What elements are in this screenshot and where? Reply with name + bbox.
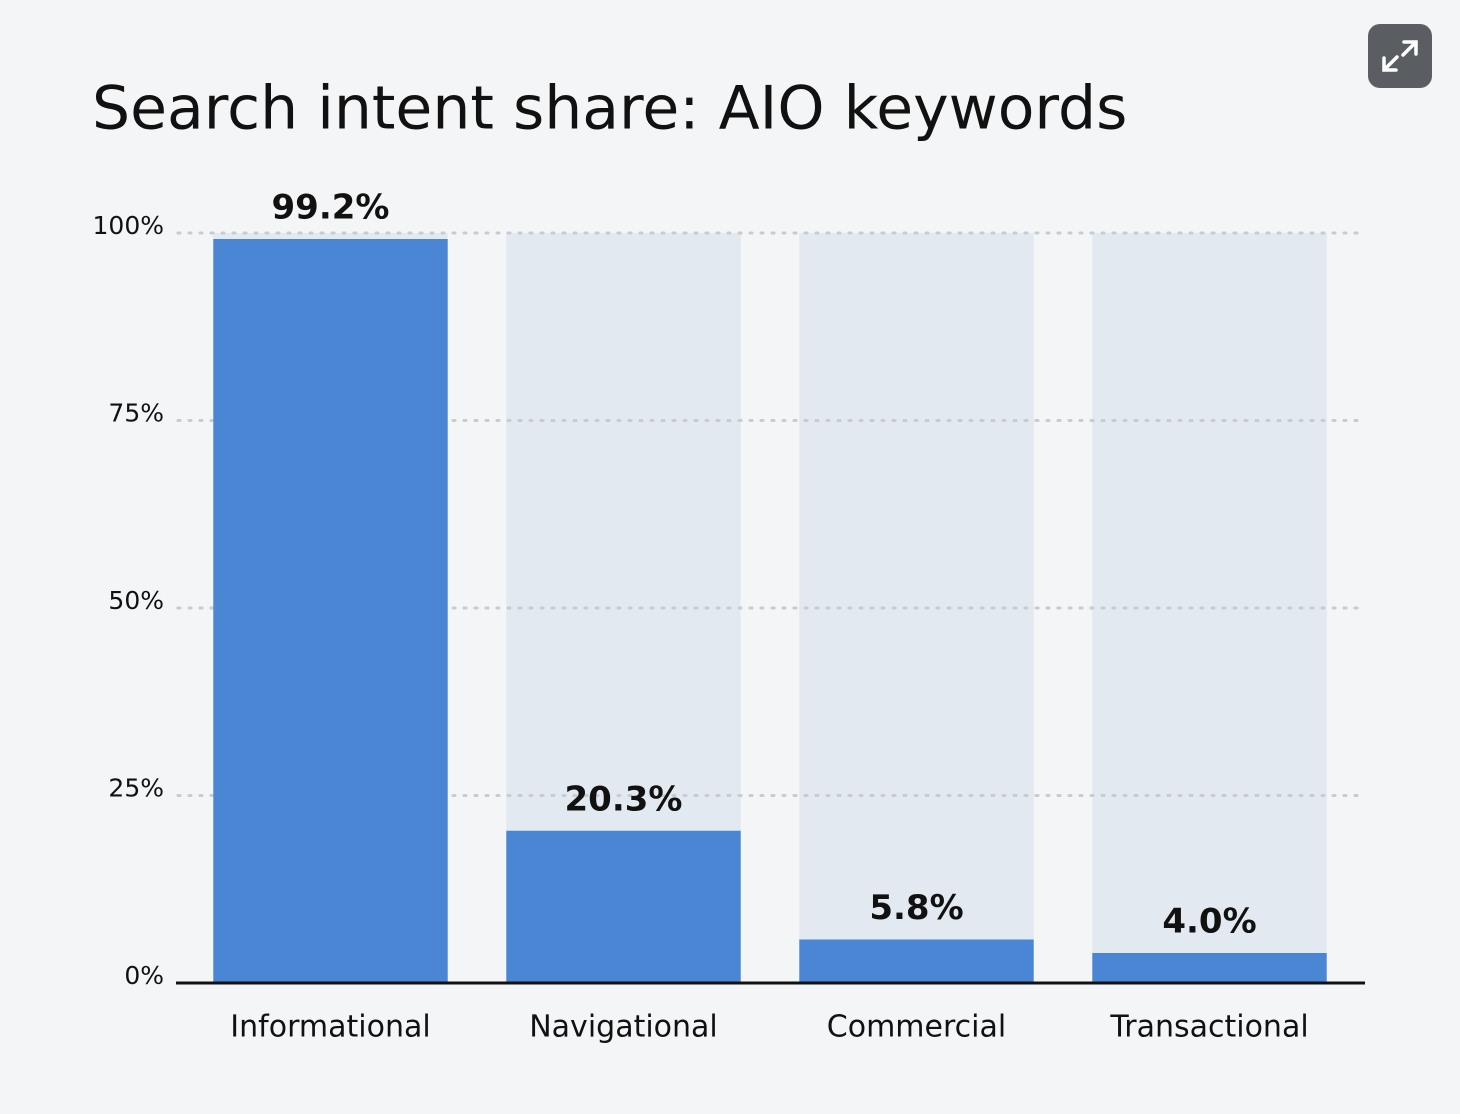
x-tick-label: Navigational <box>529 1010 718 1045</box>
bar <box>1092 953 1327 983</box>
bar <box>506 830 741 983</box>
expand-button-bg[interactable] <box>1368 24 1432 88</box>
expand-button[interactable] <box>1368 24 1432 88</box>
value-label: 99.2% <box>272 188 390 228</box>
x-tick-label: Informational <box>230 1010 430 1045</box>
value-label: 4.0% <box>1162 902 1256 942</box>
x-tick-label: Transactional <box>1109 1010 1308 1045</box>
x-tick-label: Commercial <box>827 1010 1006 1045</box>
bar <box>799 939 1034 983</box>
expand-icon[interactable] <box>1382 40 1418 72</box>
chart-title: Search intent share: AIO keywords <box>92 74 1127 144</box>
value-label: 5.8% <box>869 888 963 928</box>
bar <box>213 239 448 983</box>
y-tick-label: 75% <box>108 399 164 428</box>
y-tick-label: 100% <box>93 211 164 240</box>
y-tick-label: 0% <box>124 961 164 990</box>
y-tick-label: 25% <box>108 774 164 803</box>
y-tick-label: 50% <box>108 586 164 615</box>
value-label: 20.3% <box>565 779 683 819</box>
